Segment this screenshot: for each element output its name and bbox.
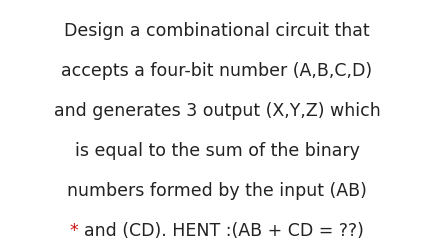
- Text: is equal to the sum of the binary: is equal to the sum of the binary: [75, 142, 359, 160]
- Text: *: *: [70, 222, 84, 240]
- Text: numbers formed by the input (AB): numbers formed by the input (AB): [67, 182, 367, 200]
- Text: and (CD). HENT :(AB + CD = ??): and (CD). HENT :(AB + CD = ??): [84, 222, 364, 240]
- Text: accepts a four-bit number (A,B,C,D): accepts a four-bit number (A,B,C,D): [62, 62, 372, 80]
- Text: and generates 3 output (X,Y,Z) which: and generates 3 output (X,Y,Z) which: [54, 102, 380, 120]
- Text: Design a combinational circuit that: Design a combinational circuit that: [64, 22, 370, 40]
